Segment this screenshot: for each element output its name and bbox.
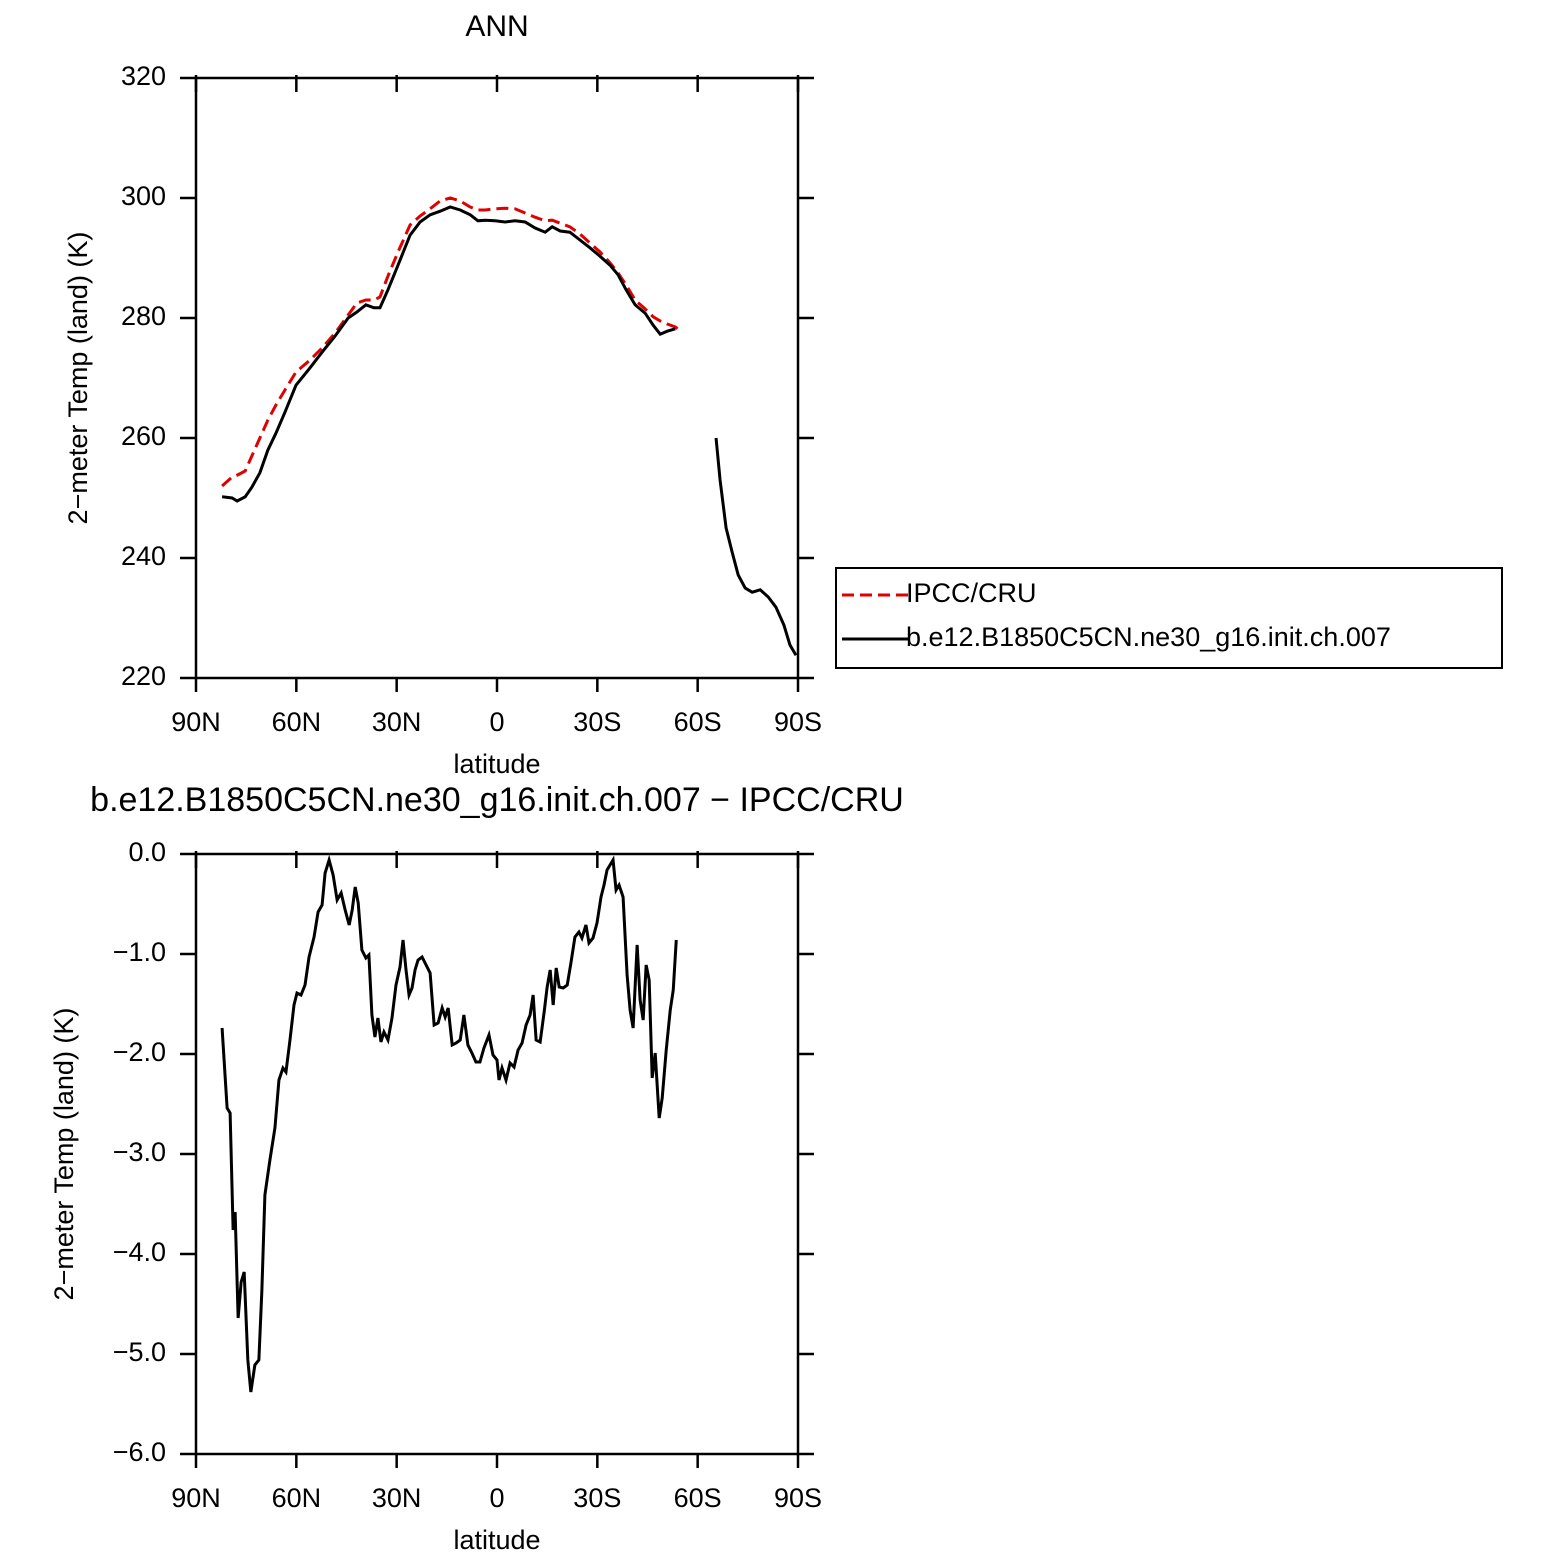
x-tick-label: 30N xyxy=(372,1483,422,1513)
x-tick-label: 90S xyxy=(774,1483,822,1513)
x-tick-label: 60S xyxy=(674,1483,722,1513)
x-tick-label: 0 xyxy=(489,707,504,737)
y-tick-label: −1.0 xyxy=(113,937,166,967)
x-tick-label: 60N xyxy=(272,1483,322,1513)
y-tick-label: 220 xyxy=(121,661,166,691)
x-axis-label: latitude xyxy=(453,1525,540,1555)
x-tick-label: 60S xyxy=(674,707,722,737)
y-tick-label: −4.0 xyxy=(113,1237,166,1267)
data-line xyxy=(714,437,798,656)
y-tick-label: 320 xyxy=(121,61,166,91)
x-tick-label: 60N xyxy=(272,707,322,737)
y-tick-label: −2.0 xyxy=(113,1037,166,1067)
legend-label: b.e12.B1850C5CN.ne30_g16.init.ch.007 xyxy=(906,622,1391,652)
y-tick-label: −6.0 xyxy=(113,1437,166,1467)
y-tick-label: 280 xyxy=(121,301,166,331)
y-tick-label: −3.0 xyxy=(113,1137,166,1167)
y-tick-label: 240 xyxy=(121,541,166,571)
x-tick-label: 90S xyxy=(774,707,822,737)
x-tick-label: 30S xyxy=(573,1483,621,1513)
chart-title: ANN xyxy=(465,10,528,43)
legend-box xyxy=(835,567,1503,669)
x-tick-label: 30S xyxy=(573,707,621,737)
x-tick-label: 0 xyxy=(489,1483,504,1513)
y-tick-label: 300 xyxy=(121,181,166,211)
data-line xyxy=(220,854,678,1393)
y-tick-label: 0.0 xyxy=(128,837,166,867)
chart-title: b.e12.B1850C5CN.ne30_g16.init.ch.007 − I… xyxy=(90,781,904,819)
plot-frame xyxy=(194,852,800,1456)
plot-frame xyxy=(194,76,800,680)
x-tick-label: 30N xyxy=(372,707,422,737)
legend-label: IPCC/CRU xyxy=(906,578,1037,608)
data-line xyxy=(221,205,676,503)
x-tick-label: 90N xyxy=(171,1483,221,1513)
data-line xyxy=(221,196,682,488)
x-axis-label: latitude xyxy=(453,749,540,779)
x-tick-label: 90N xyxy=(171,707,221,737)
y-axis-label: 2−meter Temp (land) (K) xyxy=(49,1008,79,1301)
y-axis-label: 2−meter Temp (land) (K) xyxy=(63,232,93,525)
y-tick-label: 260 xyxy=(121,421,166,451)
y-tick-label: −5.0 xyxy=(113,1337,166,1367)
